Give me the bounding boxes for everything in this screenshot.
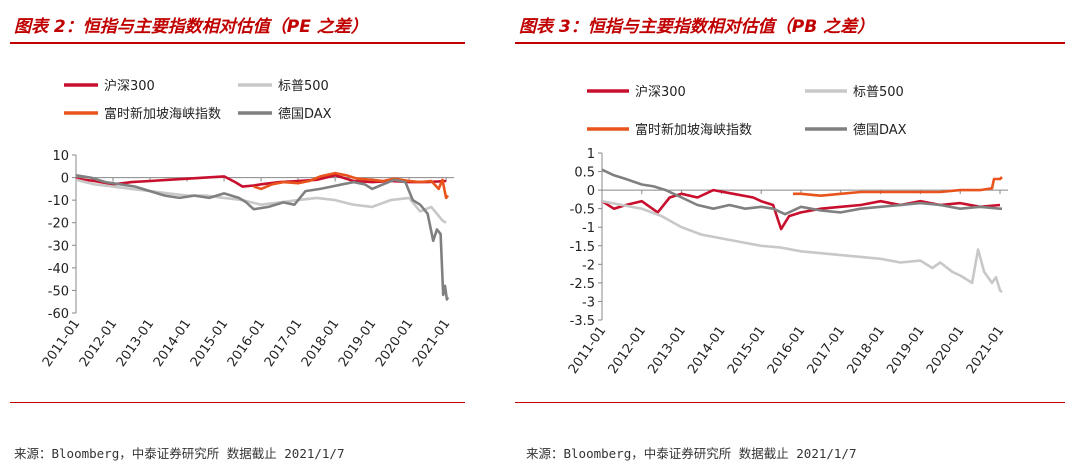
y-tick-label: -10 [48,194,69,209]
series-line [793,176,1003,197]
y-tick-label: 0 [587,184,595,199]
source-note-right: 来源：Bloomberg，中泰证券研究所 数据截止 2021/1/7 [526,446,857,461]
legend-label: 标普500 [853,85,904,100]
x-tick-label: 2016-01 [765,324,808,377]
legend-label: 沪深300 [635,84,686,100]
y-tick-label: -3 [582,295,595,310]
pe-chart: 沪深300 标普500 富时新加坡海峡指数 德国DAX 10 0 -10 -20 -30 -40 -… [40,78,454,370]
y-tick-label: -30 [48,239,69,254]
chart-title: 图表 3：恒指与主要指数相对估值（PB 之差） [519,17,875,37]
bottom-divider [10,402,465,403]
x-tick-label: 2011-01 [566,324,609,377]
x-tick-label: 2012-01 [606,324,649,377]
y-tick-label: 1 [587,147,595,162]
pb-chart: 沪深300 标普500 富时新加坡海峡指数 德国DAX 1 0.5 0 -0.5 -1 -1.5 -… [566,84,1008,377]
y-tick-label: -1 [582,221,595,236]
x-tick-label: 2017-01 [805,324,848,377]
x-tick-label: 2021-01 [410,317,453,370]
y-tick-label: -40 [48,262,69,277]
legend-label: 富时新加坡海峡指数 [104,106,221,122]
title-divider [10,42,465,44]
y-tick-label: -60 [48,307,69,322]
y-tick-label: -2.5 [570,277,595,292]
title-divider [515,42,1065,44]
legend-label: 标普500 [278,79,329,94]
series-line [601,168,1002,216]
bottom-divider [515,402,1065,403]
y-tick-label: -0.5 [570,203,595,218]
y-tick-label: -2 [582,258,595,273]
legend-label: 德国DAX [853,123,907,138]
legend-label: 德国DAX [278,107,332,122]
y-tick-label: -50 [48,284,69,299]
x-tick-label: 2020-01 [924,324,967,377]
y-tick-label: 10 [52,149,69,164]
y-tick-label: -20 [48,217,69,232]
y-tick-label: 0 [61,172,69,187]
y-tick-label: -3.5 [570,314,595,329]
x-tick-label: 2015-01 [725,324,768,377]
series-line [601,188,1001,231]
x-tick-label: 2019-01 [884,324,927,377]
legend-label: 富时新加坡海峡指数 [635,122,752,138]
x-tick-label: 2018-01 [844,324,887,377]
chart-title: 图表 2：恒指与主要指数相对估值（PE 之差） [14,17,368,37]
y-tick-label: 0.5 [574,166,595,181]
y-tick-label: -1.5 [570,240,595,255]
x-tick-label: 2013-01 [645,324,688,377]
x-tick-label: 2021-01 [964,324,1007,377]
series-line [75,174,450,301]
x-tick-label: 2014-01 [685,324,728,377]
series-line [253,171,450,200]
source-note-left: 来源：Bloomberg，中泰证券研究所 数据截止 2021/1/7 [14,446,345,461]
series-line [601,199,1003,294]
legend-label: 沪深300 [104,78,155,94]
